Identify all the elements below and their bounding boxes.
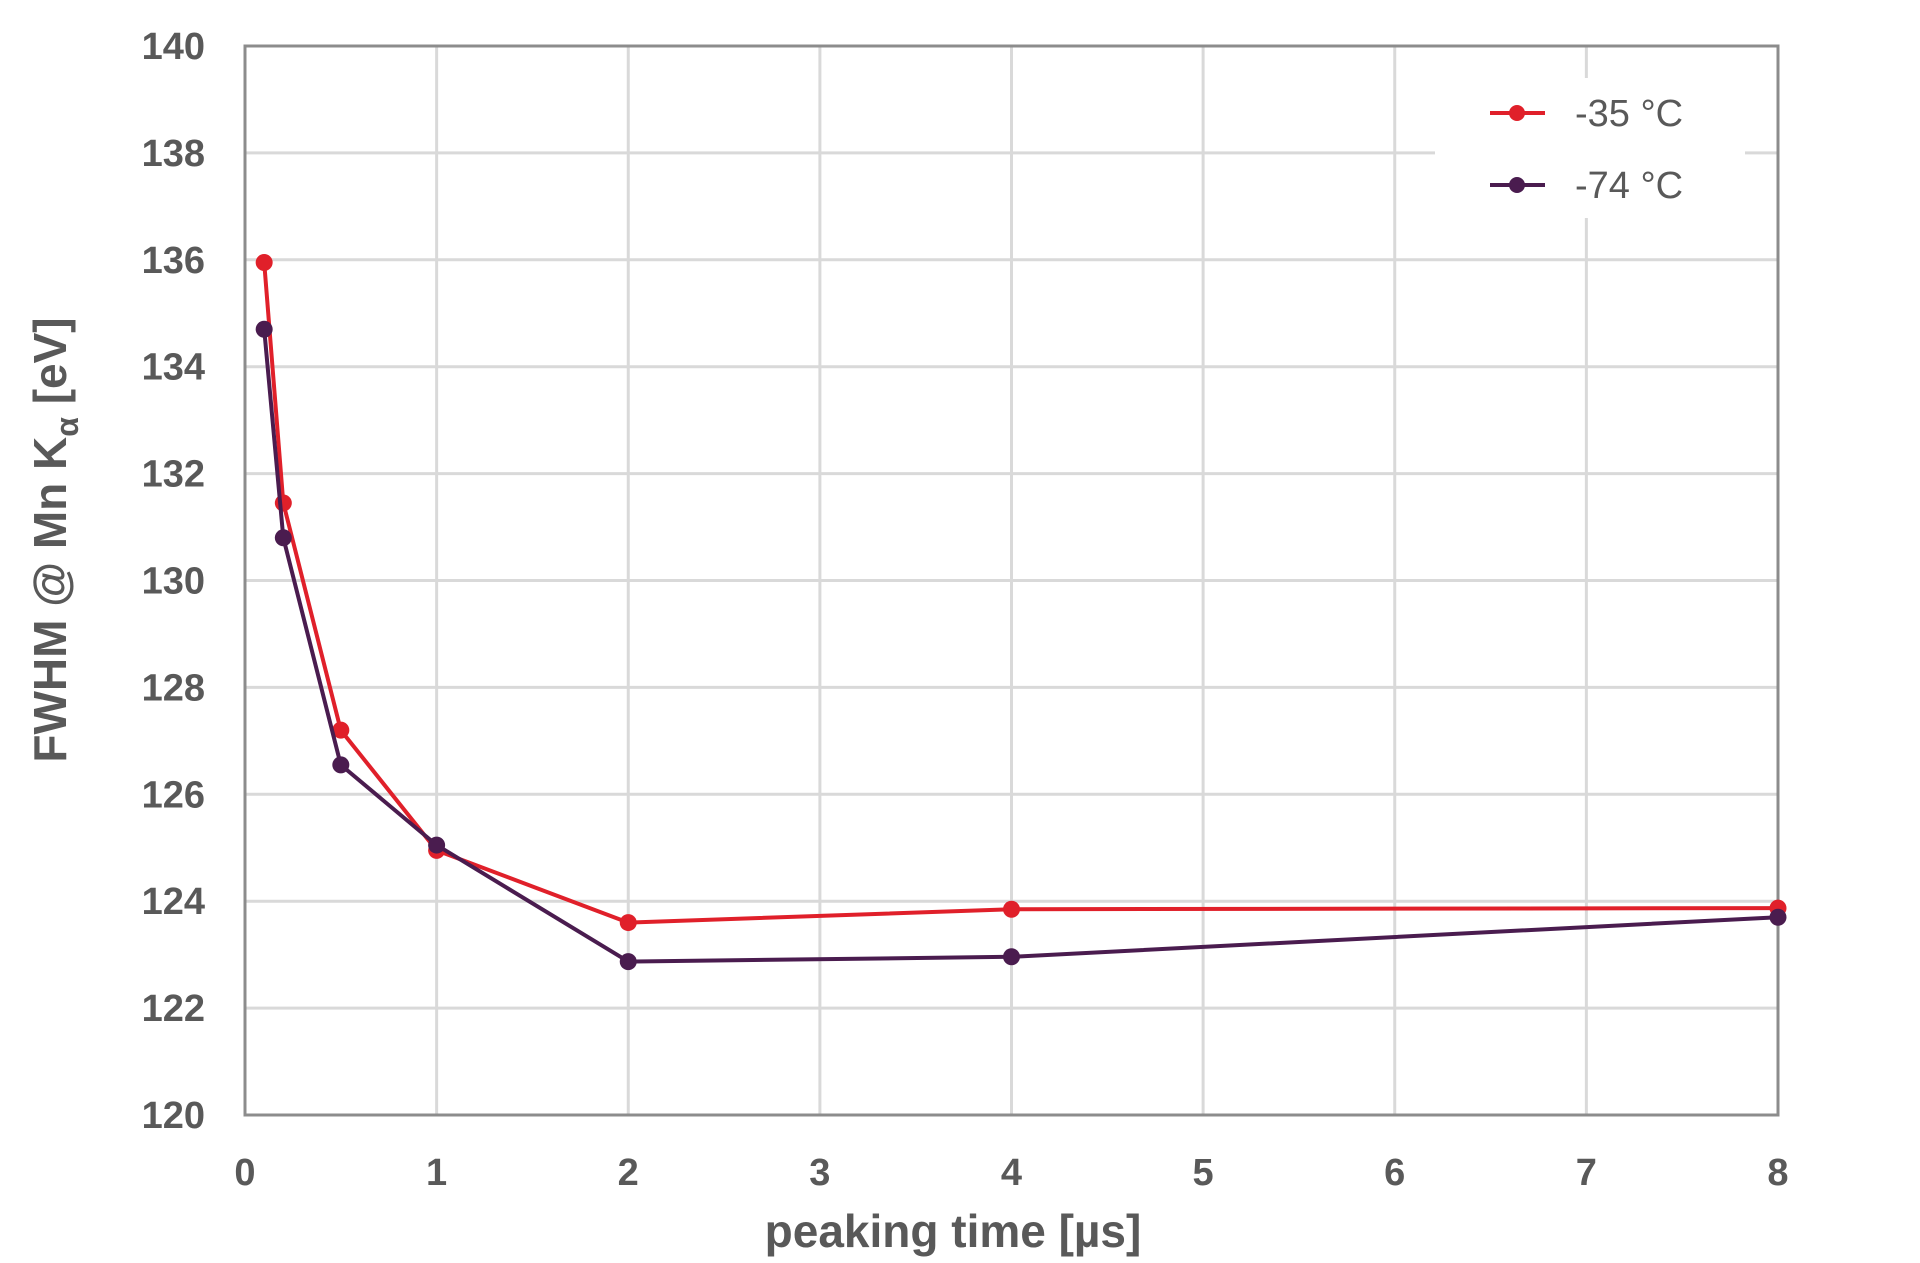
y-axis-title-main: FWHM @ Mn K <box>24 437 76 763</box>
y-tick-label: 130 <box>142 561 205 603</box>
series-line <box>262 262 1779 925</box>
data-point <box>619 953 637 971</box>
data-point <box>255 320 273 338</box>
legend-label-series-1: -35 °C <box>1575 93 1683 135</box>
y-axis-title-subscript: α <box>49 417 85 437</box>
data-point <box>274 494 292 512</box>
y-tick-label: 140 <box>142 26 205 68</box>
data-point <box>274 529 292 547</box>
x-tick-label: 8 <box>1767 1152 1788 1194</box>
y-tick-label: 136 <box>142 240 205 282</box>
data-point <box>428 836 446 854</box>
y-axis-title: FWHM @ Mn Kα [eV] <box>24 317 85 762</box>
y-tick-label: 138 <box>142 133 205 175</box>
data-point <box>1003 900 1020 918</box>
tick-labels: 120 122 124 126 128 130 132 134 136 138 140 0 1 2 3 4 5 6… <box>142 26 1789 1194</box>
y-tick-label: 126 <box>142 774 205 816</box>
series-1 <box>255 253 1787 932</box>
x-tick-label: 6 <box>1384 1152 1405 1194</box>
x-tick-label: 5 <box>1193 1152 1214 1194</box>
series-2 <box>255 320 1787 971</box>
y-tick-label: 120 <box>142 1095 205 1137</box>
series-line <box>262 329 1779 964</box>
data-point <box>255 253 273 271</box>
legend-background <box>1435 78 1745 218</box>
legend-label-series-2: -74 °C <box>1575 165 1683 207</box>
data-point <box>332 756 350 774</box>
y-tick-label: 134 <box>142 347 205 389</box>
legend-marker-series-1 <box>1509 105 1525 121</box>
plot-frame <box>243 44 1780 1117</box>
x-tick-label: 7 <box>1576 1152 1597 1194</box>
y-tick-label: 132 <box>142 454 205 496</box>
x-tick-label: 1 <box>426 1152 447 1194</box>
y-axis-title-unit: [eV] <box>24 317 76 417</box>
legend: -35 °C -74 °C <box>1435 78 1745 218</box>
y-tick-label: 124 <box>142 881 205 923</box>
x-tick-label: 2 <box>618 1152 639 1194</box>
data-point <box>619 914 637 932</box>
series-layer <box>255 253 1787 971</box>
x-tick-label: 4 <box>1001 1152 1022 1194</box>
y-tick-label: 122 <box>142 988 205 1030</box>
x-axis-title: peaking time [µs] <box>765 1205 1142 1257</box>
x-tick-label: 0 <box>234 1152 255 1194</box>
legend-marker-series-2 <box>1509 177 1525 193</box>
data-point <box>1769 908 1787 926</box>
data-point <box>332 721 350 739</box>
data-point <box>1003 948 1020 966</box>
y-tick-label: 128 <box>142 667 205 709</box>
x-tick-label: 3 <box>809 1152 830 1194</box>
